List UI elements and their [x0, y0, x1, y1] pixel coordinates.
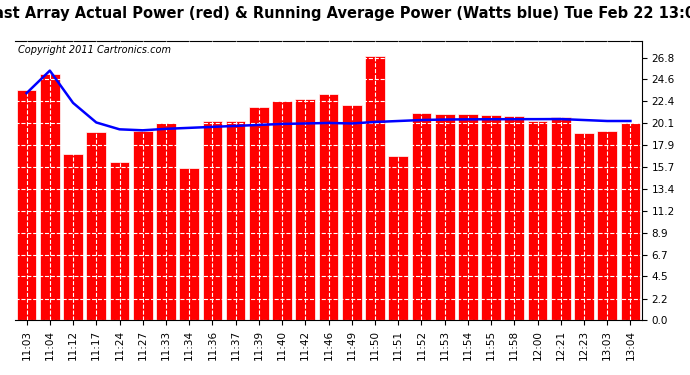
Bar: [574, 133, 594, 320]
Bar: [295, 99, 315, 320]
Bar: [110, 162, 129, 320]
Bar: [342, 105, 362, 320]
Bar: [435, 114, 455, 320]
Bar: [17, 90, 37, 320]
Bar: [620, 123, 640, 320]
Bar: [365, 56, 385, 320]
Bar: [598, 131, 617, 320]
Bar: [528, 122, 547, 320]
Bar: [272, 101, 292, 320]
Bar: [40, 74, 60, 320]
Bar: [504, 116, 524, 320]
Bar: [551, 117, 571, 320]
Bar: [388, 156, 408, 320]
Bar: [156, 123, 176, 320]
Bar: [411, 113, 431, 320]
Bar: [203, 122, 222, 320]
Bar: [458, 114, 477, 320]
Bar: [86, 132, 106, 320]
Bar: [249, 107, 268, 320]
Bar: [179, 168, 199, 320]
Text: Copyright 2011 Cartronics.com: Copyright 2011 Cartronics.com: [18, 45, 171, 56]
Bar: [319, 94, 338, 320]
Bar: [226, 120, 246, 320]
Bar: [481, 115, 501, 320]
Text: East Array Actual Power (red) & Running Average Power (Watts blue) Tue Feb 22 13: East Array Actual Power (red) & Running …: [0, 6, 690, 21]
Bar: [63, 154, 83, 320]
Bar: [133, 131, 152, 320]
